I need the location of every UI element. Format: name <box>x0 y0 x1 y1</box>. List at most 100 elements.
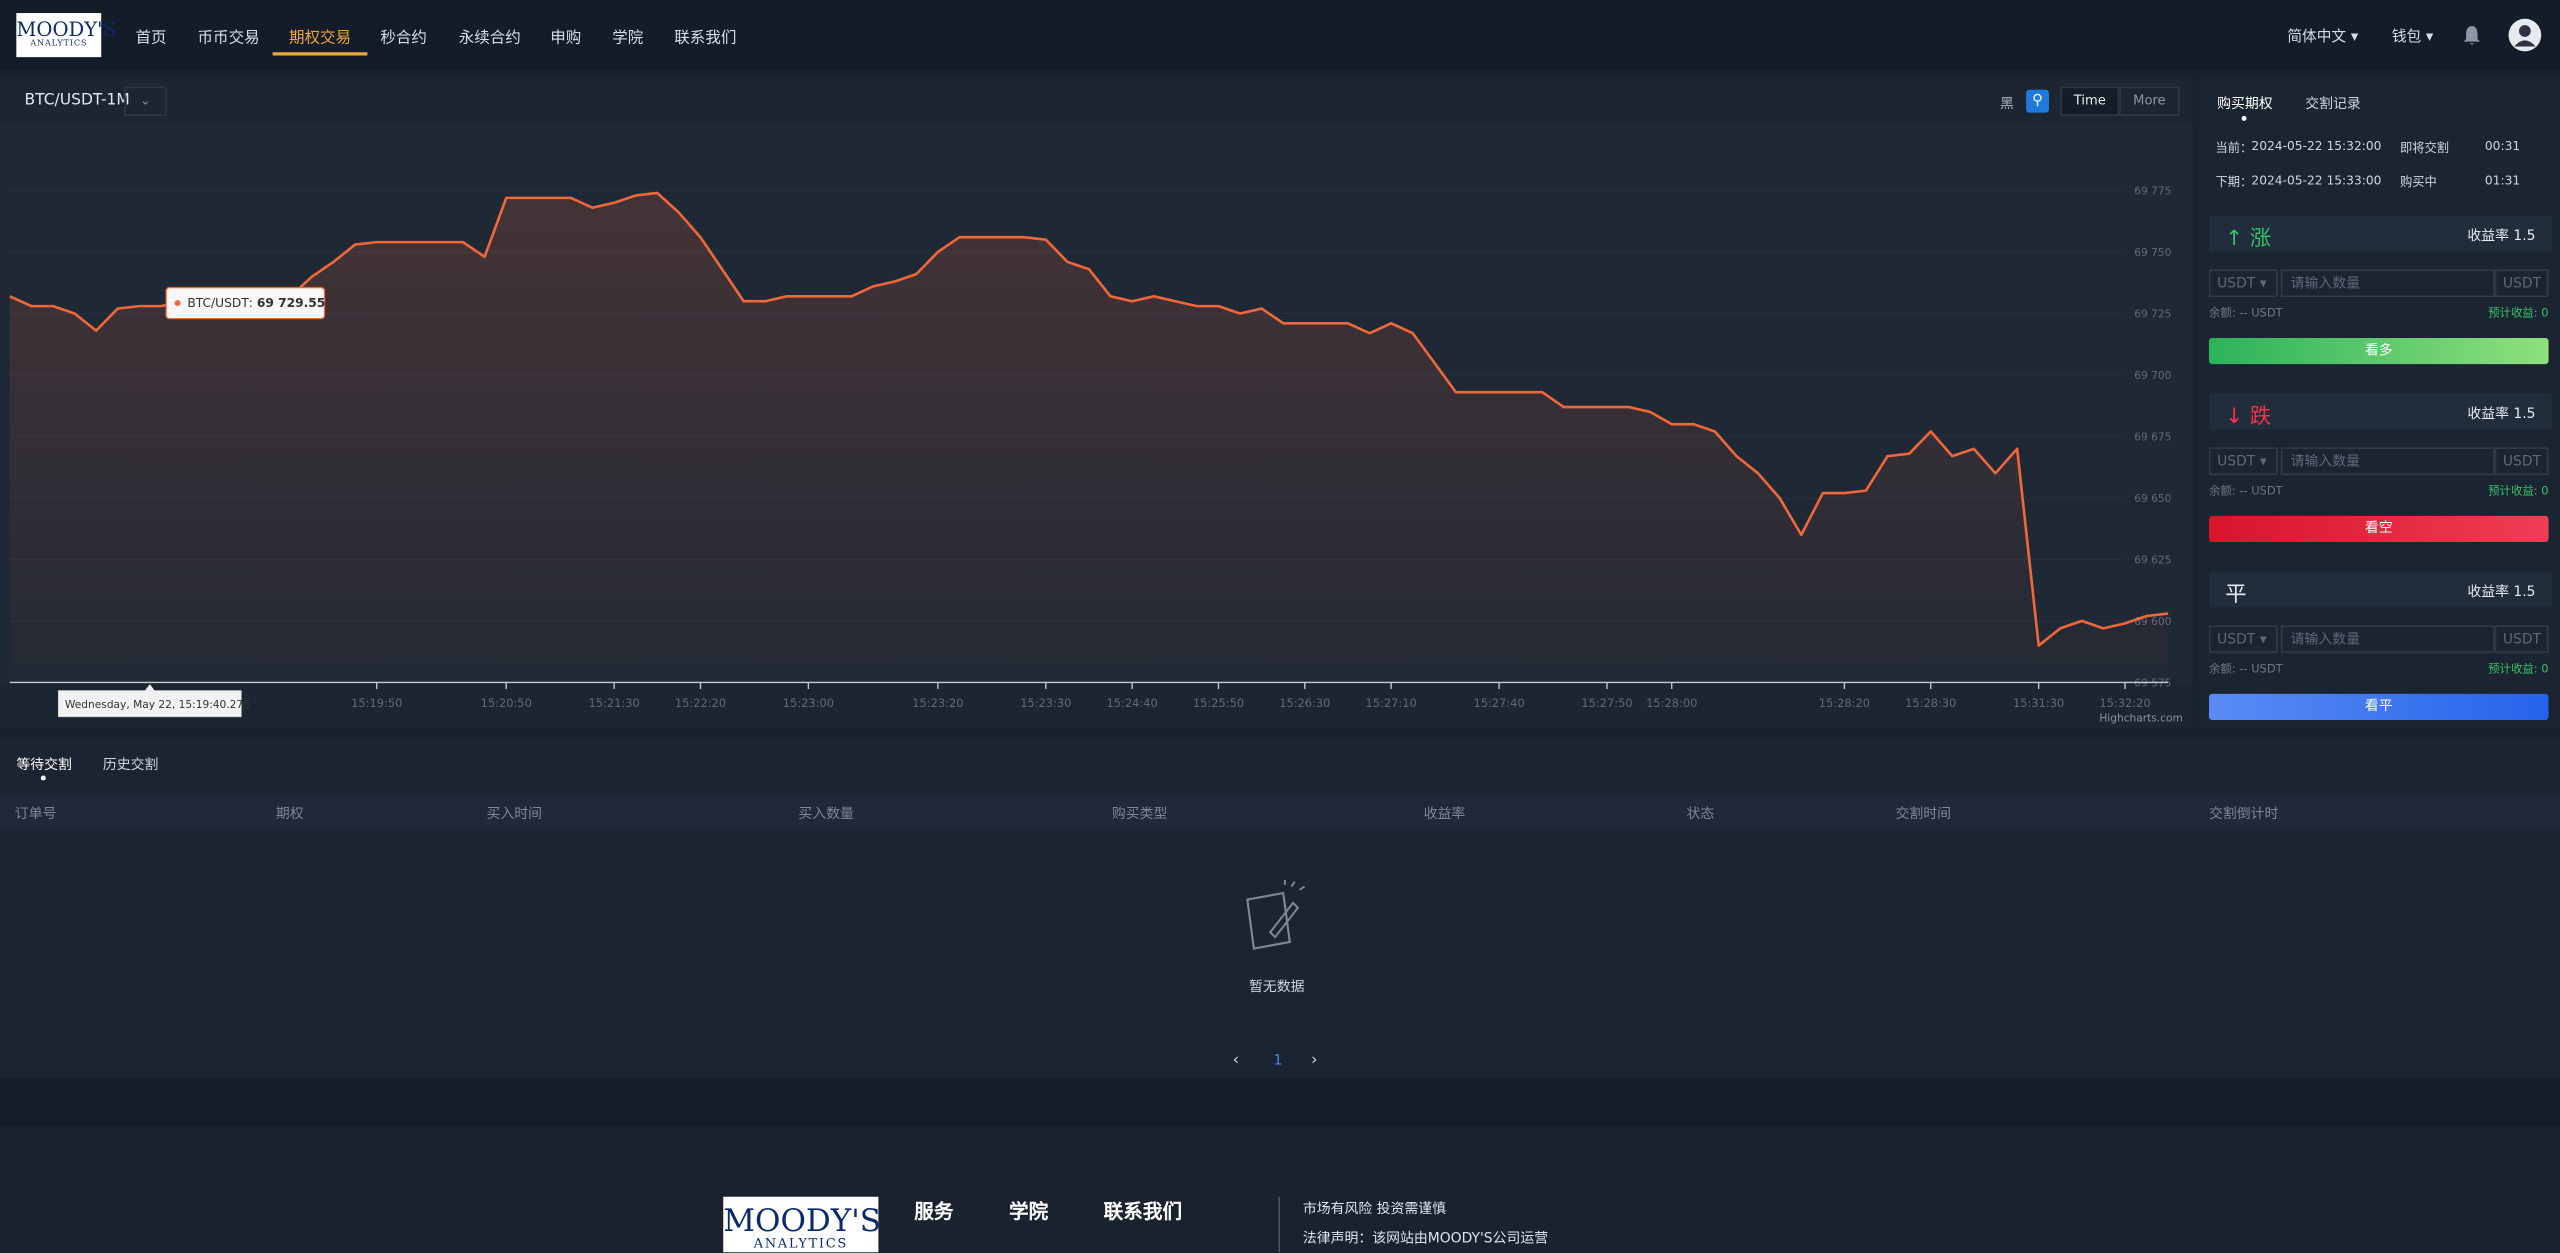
tooltip-text: BTC/USDT: 69 729.55 <box>187 296 325 310</box>
logo[interactable]: MOODY'S ANALYTICS <box>16 13 116 58</box>
page-number[interactable]: 1 <box>1273 1053 1283 1070</box>
footer-link[interactable]: 服务 <box>914 1199 954 1223</box>
arrow: ↑ <box>2225 226 2244 252</box>
empty-icon <box>1246 879 1306 950</box>
pin-button[interactable]: ⚲ <box>2026 89 2049 113</box>
wallet[interactable]: 钱包 ▾ <box>2391 29 2434 46</box>
x-tick-label: 15:26:30 <box>1279 696 1330 710</box>
nav-item[interactable]: 学院 <box>612 29 644 48</box>
x-tooltip-text: Wednesday, May 22, 15:19:40.278 <box>65 698 250 711</box>
footer-logo: MOODY'S ANALYTICS <box>723 1196 879 1253</box>
orders-tab[interactable]: 历史交割 <box>102 757 159 774</box>
tab-dot <box>2241 115 2247 121</box>
arrow: ↓ <box>2225 404 2244 430</box>
currency-select[interactable]: USDT ▾ <box>2208 447 2278 476</box>
x-tick-label: 15:25:50 <box>1193 696 1244 710</box>
prev-page[interactable]: ‹ <box>1232 1051 1240 1070</box>
logo-sub: ANALYTICS <box>30 39 88 49</box>
amount-input[interactable]: 请输入数量 <box>2280 625 2495 654</box>
area <box>9 192 2169 683</box>
period-label: 下期： <box>2215 174 2253 190</box>
rate: 收益率 1.5 <box>2467 403 2535 423</box>
x-tick-label: 15:32:20 <box>2099 696 2150 710</box>
currency-select[interactable]: USDT ▾ <box>2208 625 2278 654</box>
footer-link[interactable]: 学院 <box>1008 1199 1049 1223</box>
table-header <box>0 795 2560 830</box>
panel-tab[interactable]: 交割记录 <box>2305 96 2361 113</box>
nav-item[interactable]: 币币交易 <box>197 29 260 48</box>
nav-item[interactable]: 首页 <box>135 29 167 48</box>
order-panel: 购买期权 交割记录 当前： 2024-05-22 15:32:00 即将交割 00:3… <box>2200 76 2560 729</box>
y-tick-label: 69 700 <box>2134 369 2171 382</box>
x-tooltip-arrow <box>144 684 155 691</box>
currency: USDT <box>2217 275 2256 293</box>
currency-select[interactable]: USDT ▾ <box>2208 269 2278 298</box>
bell[interactable] <box>2462 24 2482 45</box>
tooltip-value: 69 729.55 <box>257 296 326 310</box>
more-button[interactable]: More <box>2119 86 2180 116</box>
action-button[interactable]: 看空 <box>2208 515 2549 543</box>
empty-text: 暂无数据 <box>1248 979 1305 996</box>
amount-input[interactable]: 请输入数量 <box>2280 447 2495 476</box>
rate: 收益率 1.5 <box>2467 225 2535 245</box>
option-header: 平 收益率 1.5 <box>2208 571 2552 608</box>
divider-strip <box>0 1077 2560 1127</box>
theme[interactable]: 黑 <box>1999 96 2014 113</box>
risk-note: 市场有风险 投资需谨慎 <box>1302 1201 1447 1218</box>
option-card: 平收益率 1.5 USDT ▾ 请输入数量 USDT 余额: -- USDT 预计收益: … <box>2201 571 2560 734</box>
footer: MOODY'S ANALYTICS 服务 学院 联系我们 市场有风险 投资需谨慎… <box>0 1126 2560 1253</box>
action-button[interactable]: 看多 <box>2208 337 2549 365</box>
nav-item[interactable]: 秒合约 <box>380 29 427 48</box>
expected-profit: 预计收益: 0 <box>2488 662 2549 676</box>
y-tick-label: 69 750 <box>2134 246 2171 259</box>
rate-value: 1.5 <box>2513 406 2536 423</box>
period-status: 即将交割 <box>2399 140 2449 156</box>
logo-text: MOODY'S <box>723 1203 879 1240</box>
wallet-text: 钱包 <box>2391 29 2422 46</box>
option-title: ↓ 跌 <box>2225 398 2271 429</box>
nav-item[interactable]: 永续合约 <box>458 29 521 48</box>
footer-link[interactable]: 联系我们 <box>1103 1199 1183 1223</box>
y-tick-label: 69 675 <box>2134 431 2171 444</box>
action-button[interactable]: 看平 <box>2208 693 2549 720</box>
rate: 收益率 1.5 <box>2467 581 2535 601</box>
period-countdown: 00:31 <box>2484 138 2521 154</box>
orders-tab[interactable]: 等待交割 <box>16 757 72 774</box>
rate-label: 收益率 <box>2467 584 2510 601</box>
logo-text: MOODY'S <box>16 17 116 41</box>
x-tick-label: 15:31:30 <box>2013 696 2064 710</box>
option-header: ↓ 跌 收益率 1.5 <box>2208 393 2552 430</box>
column-header: 购买类型 <box>1111 806 1168 823</box>
nav-item[interactable]: 联系我们 <box>674 29 737 48</box>
period-label: 当前： <box>2215 140 2253 156</box>
x-tick-label: 15:24:40 <box>1107 696 1158 710</box>
symbol-dropdown[interactable]: ⌄ <box>124 86 167 116</box>
option-title: ↑ 涨 <box>2225 220 2271 251</box>
next-page[interactable]: › <box>1311 1051 1318 1070</box>
x-tick-label: 15:27:40 <box>1473 696 1524 710</box>
language[interactable]: 简体中文 ▾ <box>2287 29 2359 46</box>
nav-item[interactable]: 期权交易 <box>288 29 352 48</box>
option-card: ↓ 跌收益率 1.5 USDT ▾ 请输入数量 USDT 余额: -- USDT 预计收益… <box>2201 393 2560 556</box>
time-button[interactable]: Time <box>2060 86 2120 116</box>
unit: USDT <box>2494 269 2549 298</box>
column-header: 买入时间 <box>486 806 543 823</box>
x-tick-label: 15:27:10 <box>1366 696 1417 710</box>
period-status: 购买中 <box>2399 174 2437 190</box>
x-tick-label: 15:19:50 <box>351 696 402 710</box>
nav-item[interactable]: 申购 <box>550 29 582 48</box>
expected-profit: 预计收益: 0 <box>2488 306 2549 320</box>
avatar[interactable] <box>2508 18 2542 52</box>
panel-tab[interactable]: 购买期权 <box>2217 96 2273 113</box>
unit: USDT <box>2494 625 2549 654</box>
option-name: 跌 <box>2249 404 2272 430</box>
x-tick-label: 15:28:00 <box>1646 696 1697 710</box>
y-tick-label: 69 625 <box>2134 554 2171 567</box>
amount-input[interactable]: 请输入数量 <box>2280 269 2495 298</box>
option-name: 涨 <box>2249 226 2272 252</box>
nav-underline <box>272 52 368 56</box>
column-header: 期权 <box>275 806 304 823</box>
rate-value: 1.5 <box>2513 228 2536 245</box>
rate-label: 收益率 <box>2467 228 2510 245</box>
